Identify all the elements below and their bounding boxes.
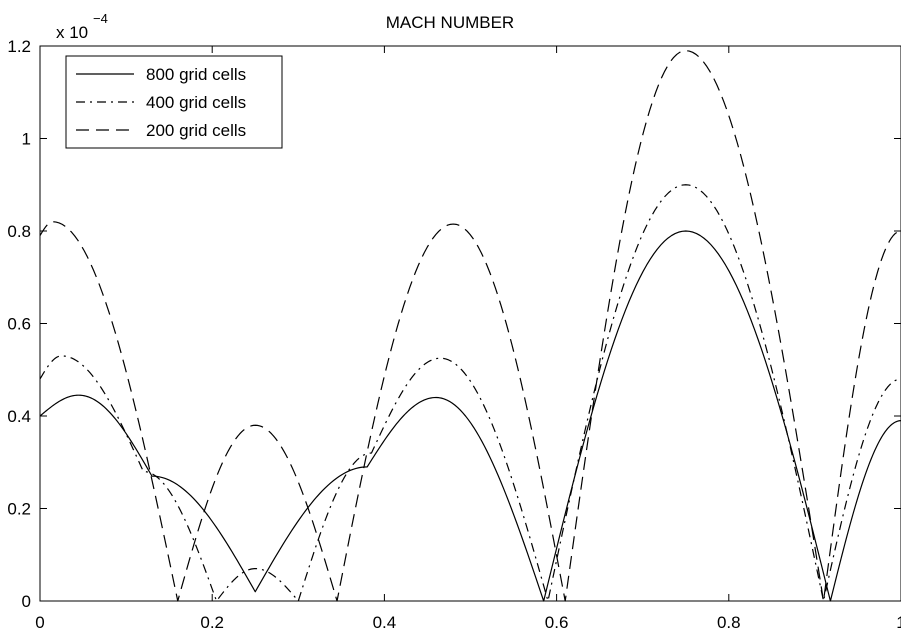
y-multiplier-exponent: −4 [93,11,108,26]
y-tick-label: 1 [22,130,31,149]
y-tick-label: 0.4 [7,407,31,426]
x-tick-label: 0 [35,613,44,632]
legend-label: 800 grid cells [146,65,246,84]
chart-title: MACH NUMBER [386,13,514,32]
axes: 0 0.2 0.4 0.6 0.8 1 0 0.2 0.4 0.6 0.8 1 1.2 [7,37,901,632]
y-tick-label: 0.6 [7,315,31,334]
series-line [39,184,901,602]
legend-label: 200 grid cells [146,121,246,140]
y-tick-label: 0.2 [7,500,31,519]
plot-content [39,50,901,602]
x-tick-label: 1 [896,613,901,632]
y-tick-label: 0.8 [7,222,31,241]
x-tick-label: 0.6 [545,613,569,632]
y-multiplier-base: x 10 [56,23,88,42]
y-tick-label: 0 [22,592,31,611]
legend-label: 400 grid cells [146,93,246,112]
legend: 800 grid cells 400 grid cells 200 grid cel… [65,55,283,149]
x-tick-label: 0.4 [373,613,397,632]
series-line [39,50,901,602]
y-tick-label: 1.2 [7,37,31,56]
x-tick-label: 0.8 [717,613,741,632]
series-line [39,230,901,602]
x-tick-label: 0.2 [200,613,224,632]
